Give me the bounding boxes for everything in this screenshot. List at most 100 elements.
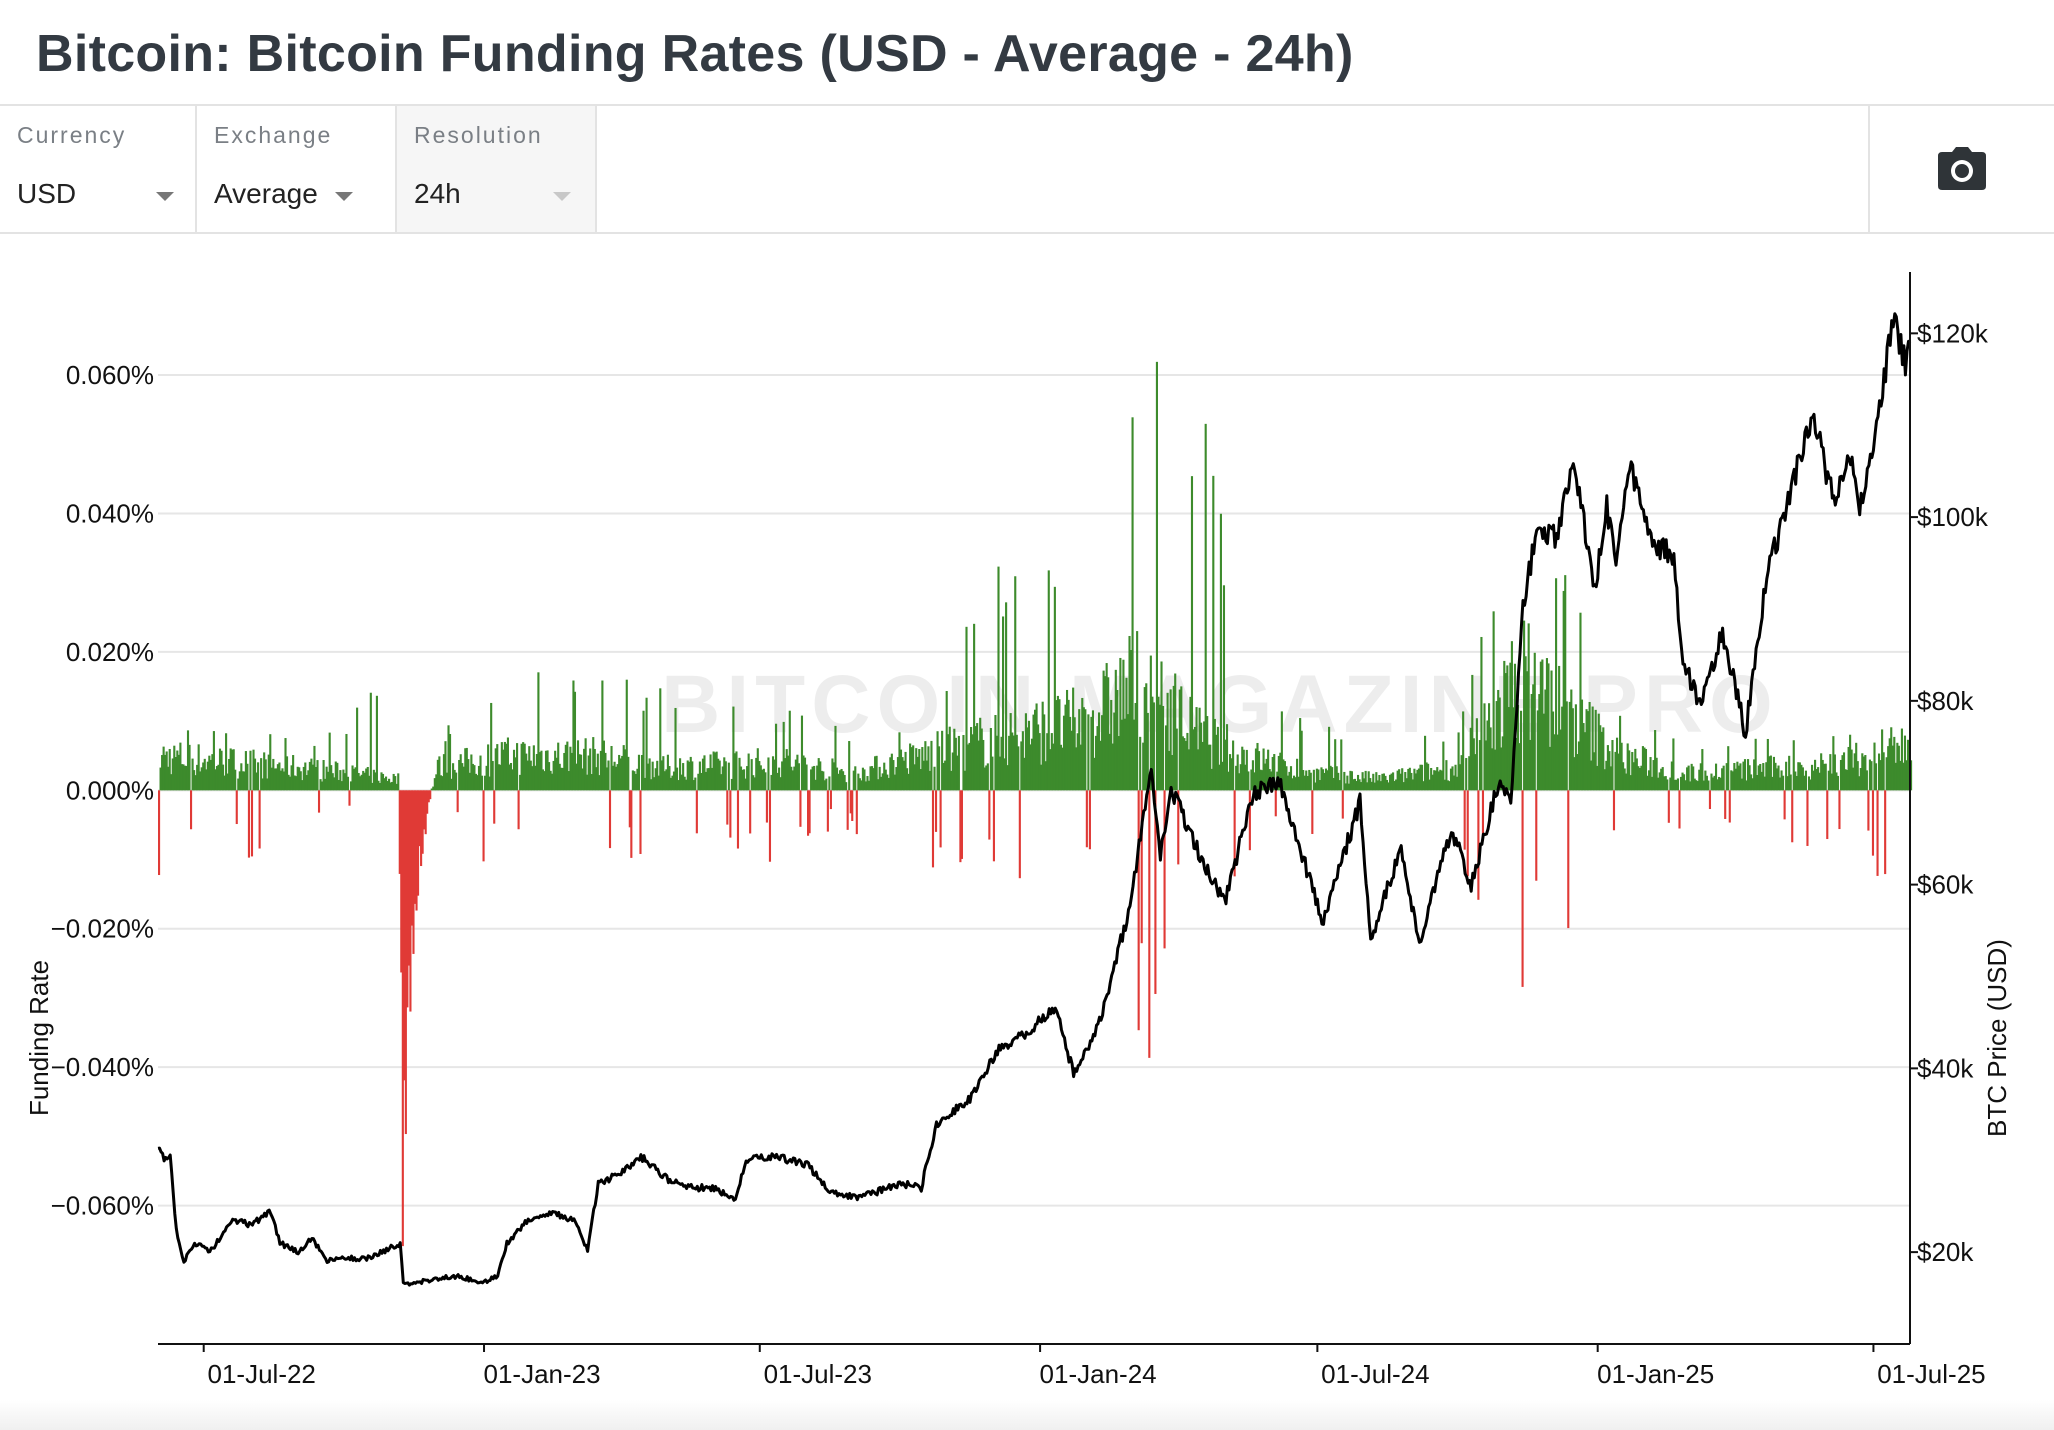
funding-rate-bar — [1254, 748, 1258, 791]
funding-rate-bar — [1017, 746, 1020, 791]
funding-rate-bar — [1556, 734, 1559, 791]
funding-rate-bar — [1207, 744, 1210, 791]
funding-rate-bar — [717, 758, 720, 791]
funding-rate-bar — [1772, 756, 1776, 791]
funding-rate-bar — [1679, 776, 1683, 791]
funding-rate-bar — [211, 754, 214, 791]
funding-rate-bar — [729, 790, 732, 838]
funding-rate-bar — [281, 768, 284, 791]
funding-rate-bar — [628, 790, 631, 828]
funding-rate-bar — [1451, 766, 1454, 791]
funding-rate-bar — [558, 763, 561, 791]
funding-rate-bar — [1713, 775, 1716, 791]
funding-rate-bar — [1900, 728, 1903, 791]
funding-rate-bar — [1849, 734, 1852, 791]
funding-rate-bar — [931, 790, 935, 868]
funding-rate-bar — [927, 746, 930, 791]
chevron-down-icon[interactable] — [156, 192, 174, 201]
funding-rate-bar — [1678, 790, 1681, 829]
funding-rate-bar — [837, 773, 840, 791]
page-title: Bitcoin: Bitcoin Funding Rates (USD - Av… — [36, 25, 1354, 83]
funding-rate-bar — [1527, 623, 1530, 791]
funding-rate-bar — [794, 759, 797, 791]
funding-rate-bar — [633, 771, 636, 791]
funding-rate-bar — [1382, 773, 1385, 791]
camera-icon[interactable] — [1936, 146, 1988, 192]
resolution-value[interactable]: 24h — [414, 178, 461, 209]
funding-rate-bar — [902, 760, 906, 791]
funding-rate-bar — [1414, 773, 1417, 791]
funding-rate-bar — [1855, 742, 1858, 791]
funding-rate-bar — [1072, 687, 1075, 791]
funding-rate-bar — [1203, 721, 1206, 791]
funding-rate-bar — [1340, 739, 1343, 791]
funding-rate-bar — [1047, 570, 1050, 791]
funding-rate-bar — [389, 782, 392, 791]
funding-rate-bar — [1617, 753, 1620, 791]
funding-rate-bar — [1101, 715, 1104, 791]
funding-rate-bar — [857, 773, 860, 791]
funding-rate-bar — [647, 763, 650, 791]
funding-rate-bar — [226, 773, 229, 791]
funding-rate-bar — [1070, 730, 1073, 791]
funding-rate-bar — [1356, 774, 1360, 791]
funding-rate-bar — [898, 732, 901, 791]
funding-rate-bar — [520, 743, 523, 791]
funding-rate-bar — [529, 760, 532, 791]
funding-rate-bar — [1890, 727, 1893, 791]
funding-rate-bar — [523, 743, 526, 791]
funding-rate-bar — [989, 728, 992, 791]
funding-rate-bar — [630, 790, 633, 858]
funding-rate-bar — [232, 749, 235, 791]
exchange-value[interactable]: Average — [214, 178, 318, 209]
exchange-select[interactable]: Exchange Average — [197, 106, 397, 232]
funding-rate-bar — [314, 766, 318, 791]
funding-rate-bar — [599, 750, 602, 791]
funding-rate-bar — [669, 777, 673, 791]
funding-rate-bar — [1318, 780, 1322, 791]
funding-rate-bar — [1171, 755, 1174, 791]
funding-rate-bar — [1344, 783, 1347, 791]
funding-rate-bar — [884, 769, 887, 791]
funding-rate-bar — [1687, 765, 1690, 791]
resolution-select[interactable]: Resolution 24h — [397, 106, 597, 232]
funding-rate-bar — [1169, 689, 1172, 791]
funding-rate-bar — [1675, 779, 1678, 791]
funding-rate-bar — [643, 777, 647, 791]
funding-rate-bar — [247, 790, 251, 858]
funding-rate-bar — [1029, 744, 1032, 791]
currency-select[interactable]: Currency USD — [0, 106, 197, 232]
funding-rate-bar — [732, 706, 735, 791]
funding-rate-bar — [1286, 775, 1290, 791]
funding-rate-bar — [1271, 756, 1274, 791]
funding-rate-bar — [514, 757, 517, 791]
funding-rate-bar — [423, 790, 426, 830]
funding-rate-bar — [650, 779, 653, 791]
chevron-down-icon[interactable] — [553, 192, 571, 201]
funding-rate-bar — [1040, 764, 1043, 791]
funding-rate-bar — [743, 769, 746, 791]
funding-rate-bar — [781, 761, 784, 791]
funding-rate-bar — [1861, 753, 1864, 791]
funding-rate-bar — [1449, 768, 1453, 791]
funding-rate-bar — [704, 771, 708, 791]
funding-rate-bar — [1076, 733, 1079, 791]
funding-rate-bar — [1248, 790, 1251, 851]
funding-rate-bar — [759, 765, 762, 791]
funding-rate-bar — [1242, 749, 1245, 791]
funding-rate-bar — [788, 710, 791, 791]
funding-rate-bar — [583, 748, 586, 791]
funding-rate-bar — [1462, 711, 1465, 791]
funding-rate-bar — [1652, 760, 1655, 791]
chevron-down-icon[interactable] — [335, 192, 353, 201]
funding-rate-bar — [1396, 770, 1399, 791]
funding-rate-bar — [867, 780, 871, 791]
currency-value[interactable]: USD — [17, 178, 77, 209]
x-tick-label: 01-Jul-23 — [764, 1359, 872, 1389]
funding-rate-bar — [1859, 768, 1862, 791]
funding-rate-bar — [555, 757, 558, 791]
funding-rate-bar — [825, 778, 828, 791]
funding-rate-bar — [951, 752, 954, 791]
funding-rate-bar — [1108, 733, 1111, 791]
funding-rate-bar — [404, 790, 407, 1135]
